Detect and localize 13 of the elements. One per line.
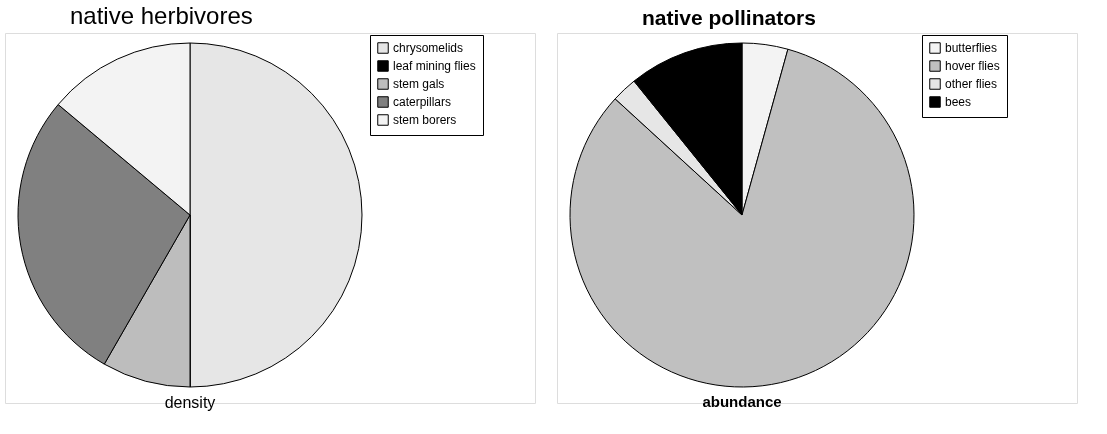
text: density	[164, 394, 216, 411]
text: abundance	[702, 393, 782, 410]
chart-title: native pollinators	[642, 6, 816, 29]
legend-label: leaf mining flies	[393, 59, 476, 73]
legend-label: chrysomelids	[393, 41, 464, 55]
chart-title: native herbivores	[70, 2, 253, 29]
legend-label: caterpillars	[393, 95, 452, 109]
legend-label: stem borers	[393, 113, 457, 127]
legend-label: other flies	[945, 77, 998, 91]
legend-label: hover flies	[945, 59, 1000, 73]
legend-label: bees	[945, 95, 972, 109]
legend-label: butterflies	[945, 41, 998, 55]
legend-label: stem gals	[393, 77, 445, 91]
